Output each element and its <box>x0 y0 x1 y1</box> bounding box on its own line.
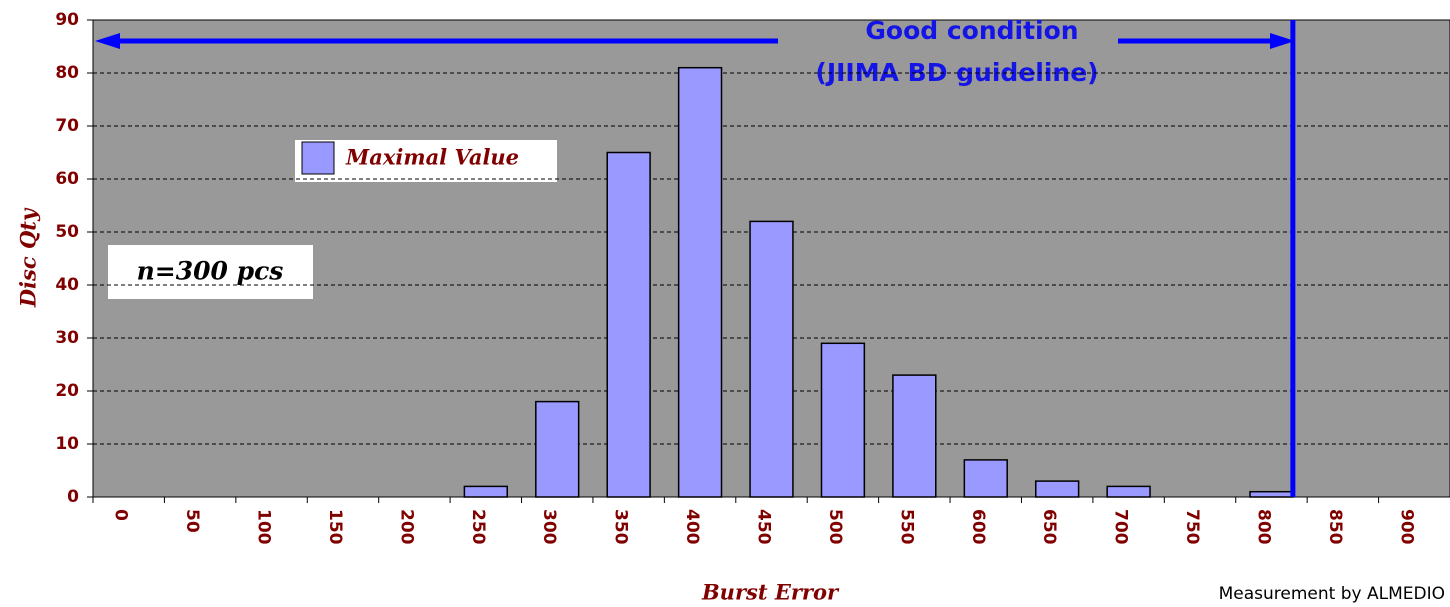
x-tick-label: 150 <box>325 509 345 545</box>
arrows <box>95 33 1295 49</box>
y-tick-label: 20 <box>55 381 79 401</box>
y-tick-label: 0 <box>67 487 79 507</box>
annotation: Good condition <box>865 16 1078 45</box>
x-tick-label: 400 <box>682 509 702 545</box>
bar <box>1035 480 1080 498</box>
x-tick-label: 750 <box>1182 509 1202 545</box>
x-tick-label: 300 <box>539 509 559 545</box>
x-tick-label: 450 <box>754 509 774 545</box>
y-tick-label: 70 <box>55 116 79 136</box>
x-tick-label: 550 <box>896 509 916 545</box>
bar <box>1106 485 1151 498</box>
bar <box>892 374 937 498</box>
bar <box>677 66 723 498</box>
x-tick-label: 100 <box>254 509 274 545</box>
y-axis-label: Disc Qty <box>16 207 41 308</box>
x-tick-label: 600 <box>968 509 988 545</box>
bar <box>820 342 866 498</box>
y-tick-label: 30 <box>55 328 79 348</box>
y-tick-label: 80 <box>55 63 79 83</box>
y-tick-label: 60 <box>55 169 79 189</box>
x-tick-label: 350 <box>611 509 631 545</box>
bar <box>535 400 580 498</box>
x-tick-label: 900 <box>1396 509 1416 545</box>
y-tick-label: 50 <box>55 222 79 242</box>
x-tick-label: 250 <box>468 509 488 545</box>
credit: Measurement by ALMEDIO <box>1219 584 1445 604</box>
bar <box>963 459 1008 498</box>
y-tick-label: 10 <box>55 434 79 454</box>
sample-box <box>108 245 313 299</box>
x-tick-label: 800 <box>1253 509 1273 545</box>
x-tick-label: 0 <box>111 509 131 521</box>
x-tick-label: 500 <box>825 509 845 545</box>
bar <box>463 485 508 498</box>
x-tick-label: 50 <box>182 509 202 533</box>
sample-size: n=300 pcs <box>137 257 284 286</box>
legend-swatch <box>301 141 335 175</box>
bar <box>606 151 651 498</box>
y-tick-label: 90 <box>55 10 79 30</box>
y-tick-label: 40 <box>55 275 79 295</box>
legend-label: Maximal Value <box>345 145 519 170</box>
x-tick-label: 700 <box>1111 509 1131 545</box>
legend <box>295 140 557 182</box>
x-tick-label: 850 <box>1325 509 1345 545</box>
bar <box>1249 490 1294 498</box>
x-tick-label: 650 <box>1039 509 1059 545</box>
x-tick-label: 200 <box>396 509 416 545</box>
x-axis-label: Burst Error <box>701 580 840 605</box>
bar <box>749 220 794 498</box>
